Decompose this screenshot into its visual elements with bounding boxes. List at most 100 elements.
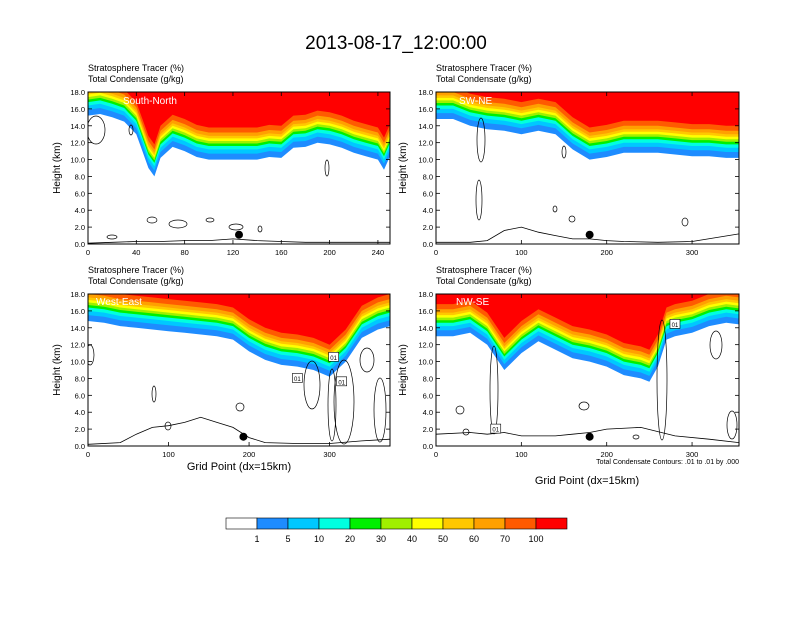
tracer-fill xyxy=(88,92,390,177)
y-tick-label: 10.0 xyxy=(70,358,85,367)
panel-direction-label: NW-SE xyxy=(456,297,489,308)
y-axis-label: Height (km) xyxy=(52,344,63,396)
y-tick-label: 10.0 xyxy=(70,156,85,165)
colorbar-label: 50 xyxy=(438,534,448,544)
x-tick-label: 0 xyxy=(86,450,90,459)
x-tick-label: 0 xyxy=(434,450,438,459)
x-tick-label: 80 xyxy=(180,248,188,257)
figure-title: 2013-08-17_12:00:00 xyxy=(305,33,487,54)
y-tick-label: 2.0 xyxy=(75,223,85,232)
x-tick-label: 100 xyxy=(162,450,175,459)
y-tick-label: 14.0 xyxy=(418,122,433,131)
location-marker xyxy=(585,432,594,441)
y-tick-label: 16.0 xyxy=(70,307,85,316)
tracer-band-10 xyxy=(436,294,739,350)
y-tick-label: 8.0 xyxy=(75,172,85,181)
colorbar-label: 70 xyxy=(500,534,510,544)
panel-subtitle-line1: Stratosphere Tracer (%) xyxy=(436,63,532,73)
tracer-fill xyxy=(88,294,390,377)
y-axis-label: Height (km) xyxy=(398,142,409,194)
terrain-line xyxy=(88,416,390,445)
y-tick-label: 6.0 xyxy=(75,391,85,400)
x-tick-label: 40 xyxy=(132,248,140,257)
contour-label-box xyxy=(328,352,339,362)
panel-subtitle-line2: Total Condensate (g/kg) xyxy=(88,74,184,84)
contour-labels: 01 01 xyxy=(490,319,681,434)
x-axis: 0 100 200 300 xyxy=(434,294,698,459)
y-tick-label: 16.0 xyxy=(418,105,433,114)
colorbar-label: 100 xyxy=(528,534,543,544)
x-tick-label: 300 xyxy=(686,450,699,459)
y-axis: 0.0 2.0 4.0 6.0 8.0 10.0 12.0 14.0 16.0 18.0 xyxy=(418,290,739,451)
terrain-line xyxy=(436,426,739,443)
contour-label: 01 xyxy=(492,428,499,434)
panel-subtitle-line2: Total Condensate (g/kg) xyxy=(436,74,532,84)
tracer-band-10 xyxy=(88,92,390,145)
y-tick-label: 18.0 xyxy=(70,290,85,299)
y-tick-label: 18.0 xyxy=(418,88,433,97)
y-tick-label: 16.0 xyxy=(70,105,85,114)
panel-subtitle-line2: Total Condensate (g/kg) xyxy=(436,276,532,286)
y-tick-label: 8.0 xyxy=(75,374,85,383)
panel-west-east: Stratosphere Tracer (%) Total Condensate… xyxy=(52,265,391,473)
x-tick-label: 100 xyxy=(515,248,528,257)
colorbar: 1 5 10 20 30 40 50 60 70 100 xyxy=(225,517,568,544)
y-tick-label: 12.0 xyxy=(418,139,433,148)
colorbar-label: 1 xyxy=(254,534,259,544)
tracer-fill xyxy=(436,92,739,160)
x-axis: 0 40 80 120 160 200 240 xyxy=(86,92,384,257)
x-tick-label: 300 xyxy=(323,450,336,459)
x-tick-label: 240 xyxy=(372,248,385,257)
contour-label-box xyxy=(490,423,502,434)
y-axis: 0.0 2.0 4.0 6.0 8.0 10.0 12.0 14.0 16.0 18.0 xyxy=(70,290,390,451)
plot-frame xyxy=(435,293,740,447)
colorbar-swatch xyxy=(504,517,537,530)
y-tick-label: 0.0 xyxy=(423,442,433,451)
contour-label-box xyxy=(292,373,303,383)
colorbar-swatch xyxy=(256,517,289,530)
y-tick-label: 6.0 xyxy=(423,391,433,400)
condensate-contours xyxy=(455,319,738,441)
colorbar-swatch xyxy=(411,517,444,530)
y-tick-label: 14.0 xyxy=(70,324,85,333)
colorbar-swatch xyxy=(442,517,475,530)
contour-label-box xyxy=(336,376,347,387)
colorbar-swatch xyxy=(349,517,382,530)
y-tick-label: 10.0 xyxy=(418,358,433,367)
y-tick-label: 16.0 xyxy=(418,307,433,316)
location-marker xyxy=(585,230,594,239)
y-tick-label: 10.0 xyxy=(418,156,433,165)
y-tick-label: 2.0 xyxy=(75,425,85,434)
contour-label-box xyxy=(669,319,681,329)
y-tick-label: 0.0 xyxy=(423,240,433,249)
contour-label: 01 xyxy=(338,380,345,386)
terrain-line xyxy=(436,226,739,243)
y-tick-label: 12.0 xyxy=(418,341,433,350)
panel-sw-ne: Stratosphere Tracer (%) Total Condensate… xyxy=(398,63,740,257)
contour-label: 01 xyxy=(330,356,337,362)
colorbar-label: 60 xyxy=(469,534,479,544)
panel-direction-label: SW-NE xyxy=(459,96,492,107)
y-tick-label: 0.0 xyxy=(75,442,85,451)
colorbar-swatch xyxy=(287,517,320,530)
y-tick-label: 14.0 xyxy=(418,324,433,333)
colorbar-label: 40 xyxy=(407,534,417,544)
y-tick-label: 4.0 xyxy=(423,408,433,417)
contour-note: Total Condensate Contours: .01 to .01 by… xyxy=(596,459,739,466)
colorbar-label: 10 xyxy=(314,534,324,544)
tracer-fill xyxy=(436,294,739,382)
location-marker xyxy=(239,432,248,441)
y-tick-label: 2.0 xyxy=(423,223,433,232)
y-tick-label: 14.0 xyxy=(70,122,85,131)
x-tick-label: 300 xyxy=(686,248,699,257)
x-tick-label: 120 xyxy=(227,248,240,257)
condensate-contours xyxy=(88,115,330,240)
y-tick-label: 18.0 xyxy=(418,290,433,299)
y-tick-label: 8.0 xyxy=(423,374,433,383)
contour-label: 01 xyxy=(294,377,301,383)
panel-direction-label: West-East xyxy=(96,297,142,308)
y-axis: 0.0 2.0 4.0 6.0 8.0 10.0 12.0 14.0 16.0 18.0 xyxy=(418,88,739,249)
y-axis-label: Height (km) xyxy=(52,142,63,194)
x-tick-label: 200 xyxy=(600,248,613,257)
